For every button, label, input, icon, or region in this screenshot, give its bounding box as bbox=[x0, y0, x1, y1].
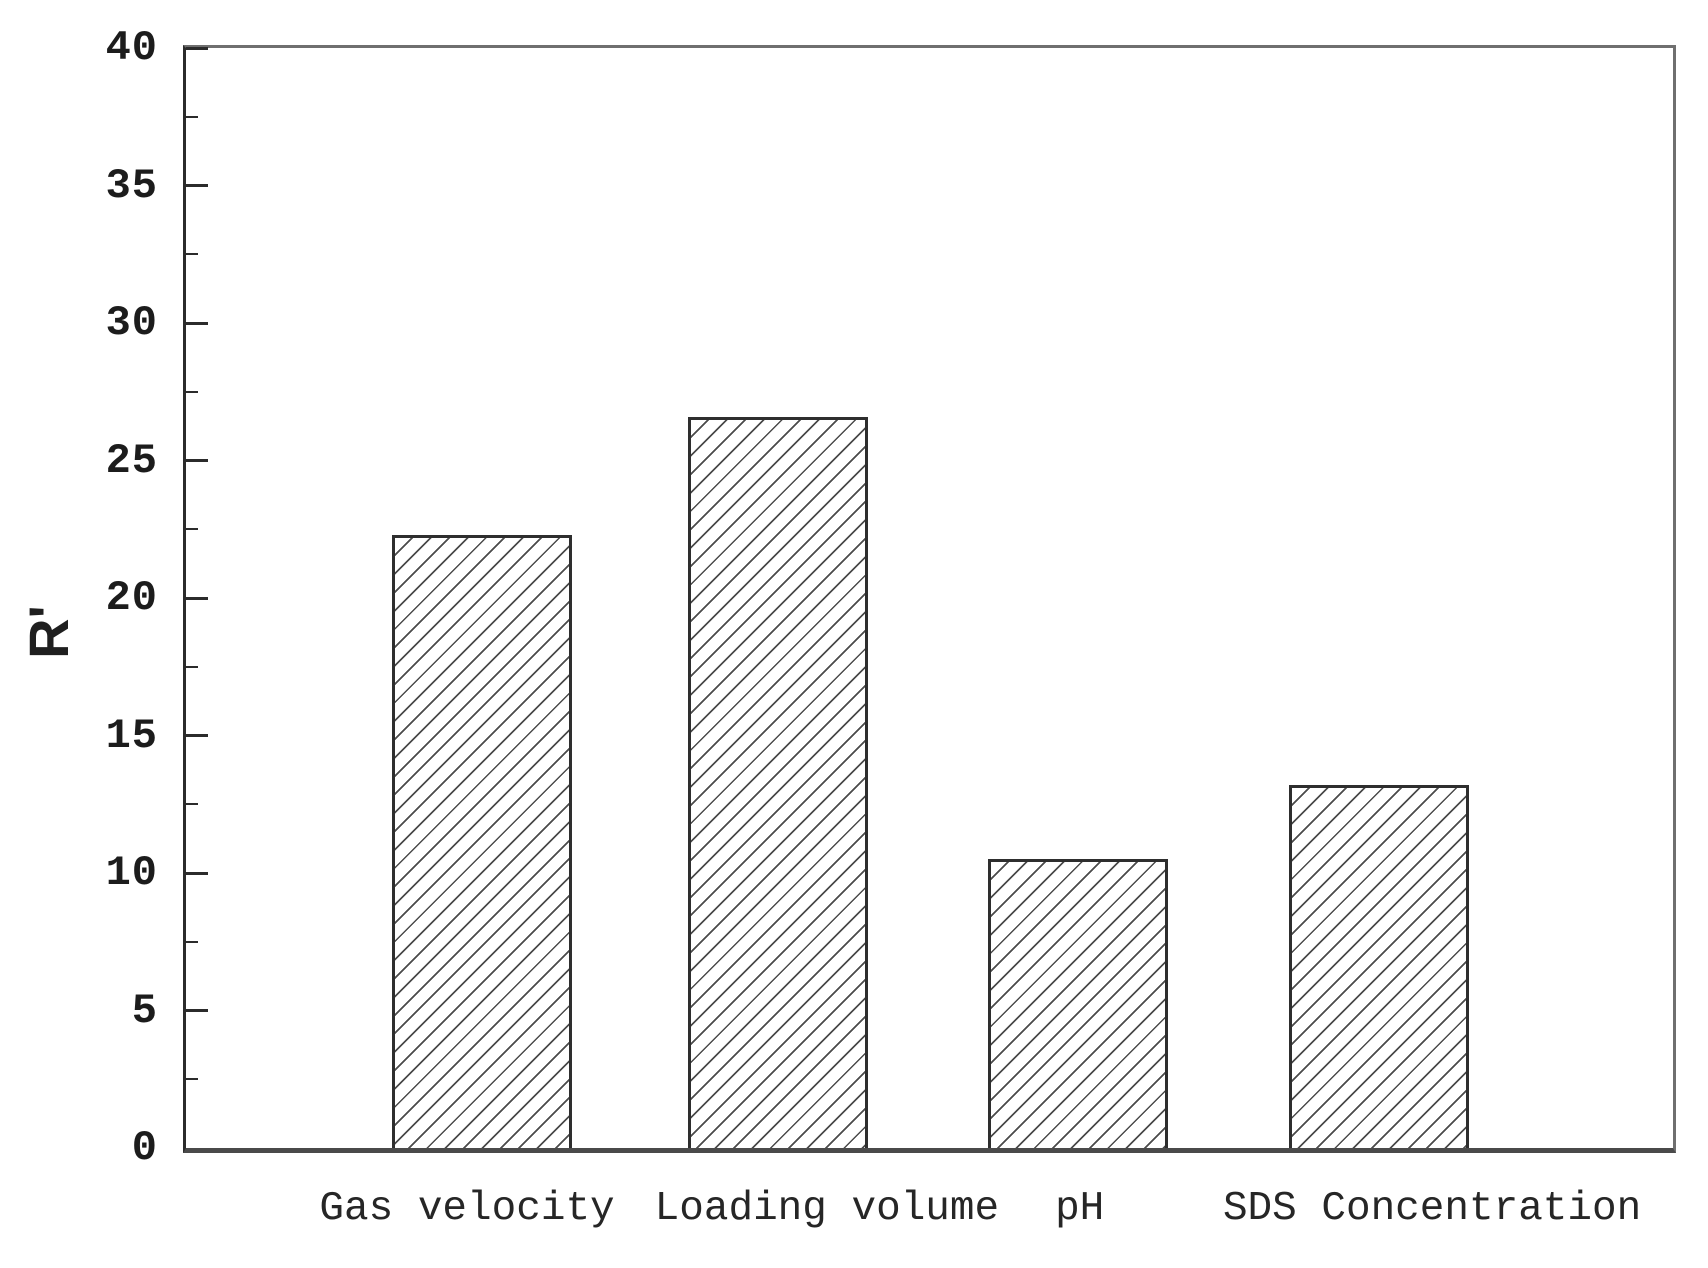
bar-sds-concentration bbox=[1288, 785, 1469, 1148]
y-minor-tick bbox=[186, 115, 198, 118]
x-category-label-ph: pH bbox=[1055, 1186, 1105, 1232]
bar-ph bbox=[988, 859, 1169, 1148]
plot-area bbox=[183, 45, 1676, 1153]
y-major-tick bbox=[186, 184, 208, 187]
y-minor-tick bbox=[186, 803, 198, 806]
y-minor-tick bbox=[186, 253, 198, 256]
y-major-tick bbox=[186, 734, 208, 737]
y-minor-tick bbox=[186, 390, 198, 393]
x-category-label-gas-velocity: Gas velocity bbox=[319, 1186, 615, 1232]
y-major-tick bbox=[186, 596, 208, 600]
y-tick-label-20: 20 bbox=[105, 574, 158, 622]
y-tick-label-40: 40 bbox=[105, 24, 158, 72]
y-minor-tick bbox=[186, 665, 198, 668]
y-major-tick bbox=[186, 459, 208, 462]
y-major-tick bbox=[186, 321, 208, 325]
y-tick-label-35: 35 bbox=[105, 161, 158, 210]
y-minor-tick bbox=[186, 1078, 198, 1081]
y-major-tick bbox=[186, 871, 208, 875]
y-tick-label-10: 10 bbox=[105, 849, 158, 897]
y-major-tick bbox=[186, 1009, 208, 1012]
y-major-tick bbox=[186, 46, 208, 50]
x-category-label-sds-concentration: SDS Concentration bbox=[1222, 1186, 1642, 1232]
y-tick-label-5: 5 bbox=[131, 986, 158, 1035]
y-minor-tick bbox=[186, 528, 198, 531]
x-category-label-loading-volume: Loading volume bbox=[654, 1186, 1000, 1232]
bar-loading-volume bbox=[687, 416, 868, 1148]
y-tick-label-25: 25 bbox=[105, 436, 158, 485]
y-minor-tick bbox=[186, 940, 198, 943]
y-tick-label-15: 15 bbox=[105, 711, 158, 760]
y-tick-label-0: 0 bbox=[131, 1124, 158, 1172]
bar-gas-velocity bbox=[391, 534, 572, 1148]
y-tick-label-30: 30 bbox=[105, 299, 158, 347]
